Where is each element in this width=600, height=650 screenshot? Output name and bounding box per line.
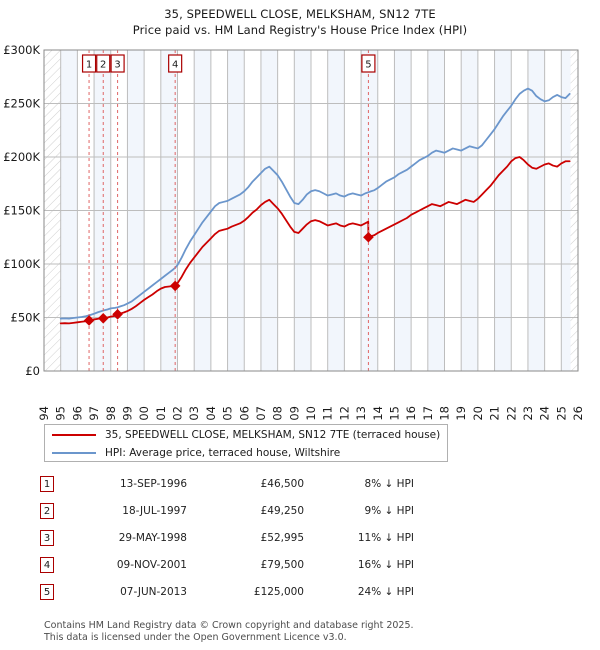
x-axis-tick-label: 2018 (438, 406, 452, 420)
x-axis-tick-label: 2005 (221, 406, 235, 420)
y-axis-tick-label: £100K (3, 257, 40, 271)
transactions-table: 1 13-SEP-1996 £46,500 8% ↓ HPI 2 18-JUL-1997 £… (40, 470, 440, 605)
transaction-price: £125,000 (253, 585, 304, 598)
sale-marker-point[interactable] (97, 312, 109, 324)
x-axis-tick-label: 2006 (237, 406, 251, 420)
legend-label-hpi: HPI: Average price, terraced house, Wilt… (105, 447, 341, 459)
x-axis-tick-label: 2007 (254, 406, 268, 420)
x-axis-tick-label: 1999 (120, 406, 134, 420)
x-axis-tick-label: 2020 (471, 406, 485, 420)
sale-marker-badge-label: 3 (114, 60, 120, 71)
legend-swatch-property (52, 434, 96, 436)
transaction-price: £49,250 (260, 504, 304, 517)
x-axis-tick-label: 1995 (54, 406, 68, 420)
transaction-price: £52,995 (260, 531, 304, 544)
page-title: 35, SPEEDWELL CLOSE, MELKSHAM, SN12 7TE (164, 7, 436, 21)
x-axis-tick-label: 1998 (104, 406, 118, 420)
footer-attribution: Contains HM Land Registry data © Crown c… (44, 620, 584, 643)
x-axis-tick-label: 2015 (387, 406, 401, 420)
transaction-hpi-delta: 9% ↓ HPI (364, 504, 414, 517)
x-axis-tick-label: 2011 (321, 406, 335, 420)
x-axis-tick-label: 2001 (154, 406, 168, 420)
transaction-index-badge: 5 (40, 583, 54, 600)
table-row: 2 18-JUL-1997 £49,250 9% ↓ HPI (40, 497, 440, 524)
transaction-index-badge: 1 (40, 475, 54, 492)
series-line (59, 87, 571, 320)
transaction-index-badge: 3 (40, 529, 54, 546)
sale-marker-badge[interactable] (81, 54, 97, 73)
transaction-hpi-delta: 11% ↓ HPI (357, 531, 414, 544)
x-axis-tick-label: 2002 (171, 406, 185, 420)
x-axis-tick-label: 2010 (304, 406, 318, 420)
sale-marker-badge-label: 5 (365, 60, 371, 71)
x-axis-tick-label: 2022 (504, 406, 518, 420)
footer-line-licence: This data is licensed under the Open Gov… (44, 631, 347, 643)
transaction-date: 09-NOV-2001 (116, 558, 187, 571)
price-history-chart: £0£50K£100K£150K£200K£250K£300K199419951… (3, 43, 585, 420)
transaction-date: 29-MAY-1998 (118, 531, 187, 544)
table-row: 1 13-SEP-1996 £46,500 8% ↓ HPI (40, 470, 440, 497)
x-axis-tick-label: 1994 (37, 406, 51, 420)
chart-title-block: 35, SPEEDWELL CLOSE, MELKSHAM, SN12 7TE … (0, 6, 600, 38)
page-subtitle: Price paid vs. HM Land Registry's House … (132, 23, 468, 37)
chart-legend: 35, SPEEDWELL CLOSE, MELKSHAM, SN12 7TE … (44, 424, 448, 462)
x-axis-tick-label: 2004 (204, 406, 218, 420)
transaction-date: 07-JUN-2013 (120, 585, 187, 598)
transaction-date: 13-SEP-1996 (119, 477, 187, 490)
y-axis-tick-label: £200K (3, 150, 40, 164)
x-axis-tick-label: 2021 (488, 406, 502, 420)
legend-entry-hpi: HPI: Average price, terraced house, Wilt… (52, 444, 447, 462)
y-axis-tick-label: £150K (3, 204, 40, 218)
x-axis-tick-label: 2016 (404, 406, 418, 420)
transaction-price: £79,500 (260, 558, 304, 571)
x-axis-tick-label: 2023 (521, 406, 535, 420)
x-axis-tick-label: 1997 (87, 406, 101, 420)
sale-marker-badge[interactable] (110, 54, 125, 73)
transaction-index-badge: 4 (40, 556, 54, 573)
x-axis-tick-label: 2017 (421, 406, 435, 420)
sale-marker-badge-label: 2 (100, 60, 106, 71)
y-axis-tick-label: £300K (3, 43, 40, 57)
x-axis-tick-label: 2025 (554, 406, 568, 420)
footer-line-copyright: Contains HM Land Registry data © Crown c… (44, 620, 414, 631)
x-axis-tick-label: 2008 (271, 406, 285, 420)
table-row: 4 09-NOV-2001 £79,500 16% ↓ HPI (40, 551, 440, 578)
sale-marker-badge[interactable] (168, 54, 183, 73)
legend-label-property: 35, SPEEDWELL CLOSE, MELKSHAM, SN12 7TE … (105, 429, 441, 441)
x-axis-tick-label: 2003 (187, 406, 201, 420)
transaction-price: £46,500 (260, 477, 304, 490)
y-axis-tick-label: £250K (3, 97, 40, 111)
transaction-date: 18-JUL-1997 (122, 504, 187, 517)
y-axis-tick-label: £50K (11, 311, 41, 325)
legend-entry-property: 35, SPEEDWELL CLOSE, MELKSHAM, SN12 7TE … (52, 426, 447, 444)
transaction-hpi-delta: 24% ↓ HPI (357, 585, 414, 598)
table-row: 3 29-MAY-1998 £52,995 11% ↓ HPI (40, 524, 440, 551)
sale-marker-badge-label: 4 (172, 60, 178, 71)
x-axis-tick-label: 2024 (538, 406, 552, 420)
legend-swatch-hpi (52, 452, 96, 454)
transaction-index-badge: 2 (40, 502, 54, 519)
x-axis-tick-label: 2019 (454, 406, 468, 420)
x-axis-tick-label: 2009 (287, 406, 301, 420)
transaction-hpi-delta: 16% ↓ HPI (357, 558, 414, 571)
sale-marker-point[interactable] (169, 280, 181, 292)
transaction-hpi-delta: 8% ↓ HPI (364, 477, 414, 490)
sale-marker-point[interactable] (363, 231, 374, 243)
table-row: 5 07-JUN-2013 £125,000 24% ↓ HPI (40, 578, 440, 605)
x-axis-tick-label: 2012 (337, 406, 351, 420)
series-line (59, 156, 571, 325)
sale-marker-badge-label: 1 (86, 60, 92, 71)
sale-marker-point[interactable] (112, 308, 123, 320)
y-axis-tick-label: £0 (25, 364, 40, 378)
x-axis-tick-label: 2000 (137, 406, 151, 420)
sale-marker-badge[interactable] (361, 54, 376, 73)
x-axis-tick-label: 2026 (571, 406, 585, 420)
x-axis-tick-label: 2014 (371, 406, 385, 420)
plot-frame (43, 49, 579, 372)
sale-marker-badge[interactable] (96, 54, 111, 73)
sale-marker-point[interactable] (83, 315, 95, 326)
x-axis-tick-label: 1996 (70, 406, 84, 420)
x-axis-tick-label: 2013 (354, 406, 368, 420)
